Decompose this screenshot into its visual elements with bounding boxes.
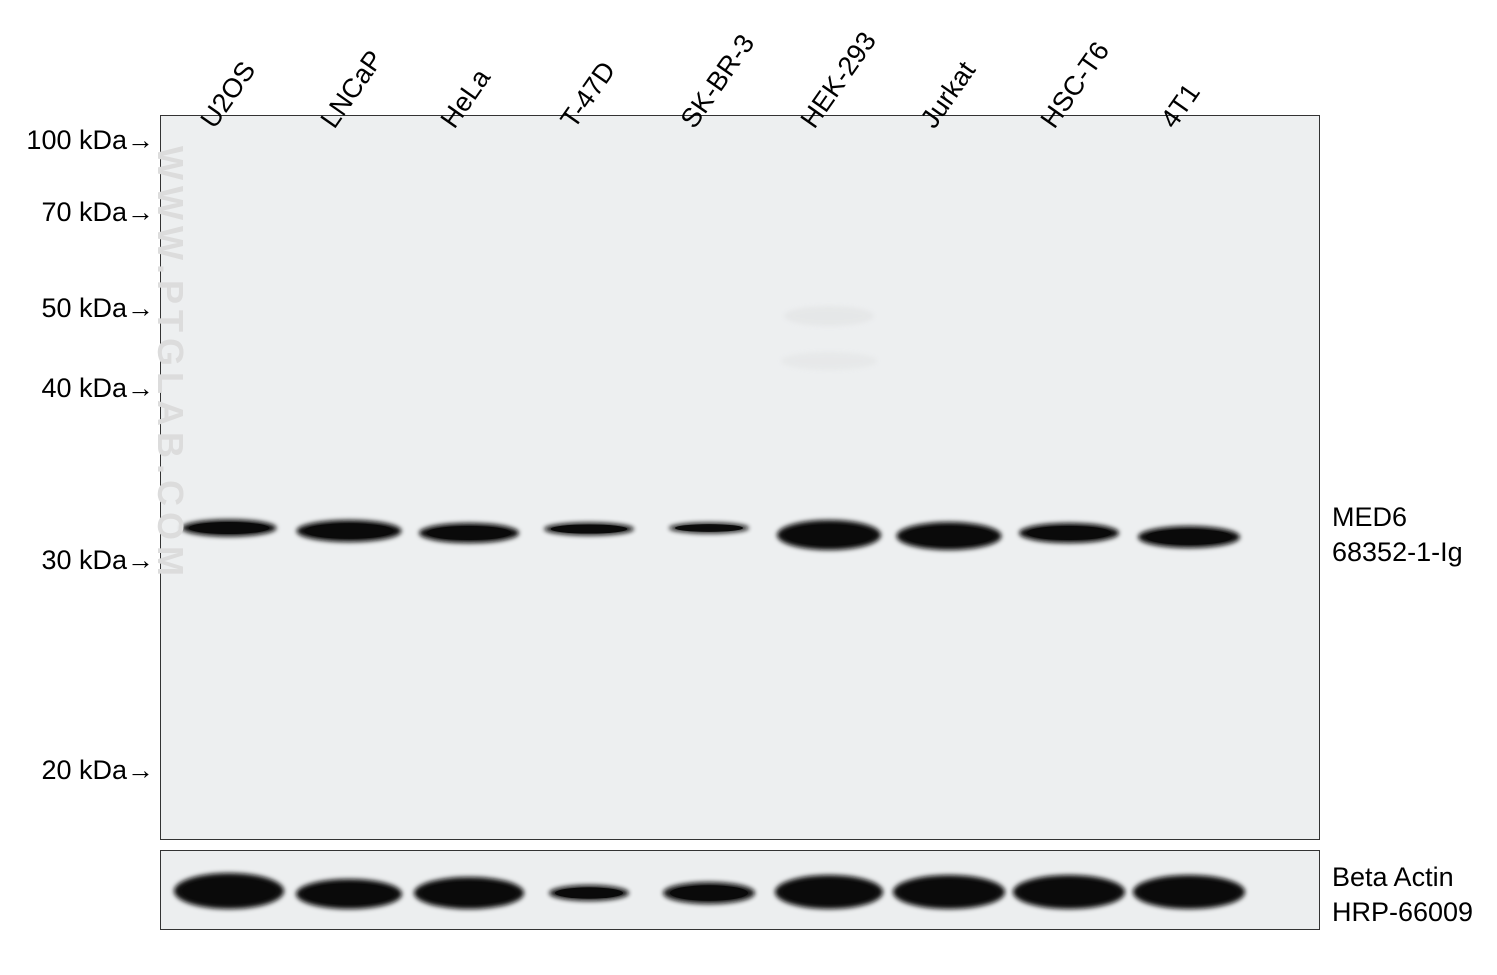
blot-band-core <box>783 880 875 904</box>
blot-band-core <box>555 887 623 898</box>
mw-marker: 30 kDa→ <box>41 545 154 576</box>
control-blot-panel <box>160 850 1320 930</box>
mw-marker: 40 kDa→ <box>41 373 154 404</box>
mw-marker-text: 30 kDa <box>41 545 127 575</box>
blot-band-core <box>901 880 996 904</box>
arrow-icon: → <box>127 545 154 575</box>
blot-band-core <box>1146 529 1233 544</box>
blot-band-core <box>304 884 394 905</box>
mw-marker: 70 kDa→ <box>41 197 154 228</box>
blot-band-core <box>189 522 270 534</box>
mw-marker-text: 70 kDa <box>41 197 127 227</box>
arrow-icon: → <box>127 373 154 403</box>
blot-band-core <box>1021 880 1116 904</box>
mw-marker-text: 40 kDa <box>41 373 127 403</box>
main-blot-panel: WWW.PTGLAB.COM <box>160 115 1320 840</box>
main-blot-svg <box>161 116 1321 841</box>
blot-band-core <box>182 878 276 903</box>
target-band-label: MED6 68352-1-Ig <box>1332 500 1463 570</box>
target-name: MED6 <box>1332 500 1463 535</box>
faint-band <box>784 306 874 326</box>
control-blot-svg <box>161 851 1321 931</box>
faint-band <box>781 352 877 370</box>
mw-marker: 50 kDa→ <box>41 293 154 324</box>
blot-band-core <box>427 526 512 540</box>
control-name: Beta Actin <box>1332 860 1473 895</box>
mw-marker-text: 20 kDa <box>41 755 127 785</box>
mw-marker: 20 kDa→ <box>41 755 154 786</box>
western-blot-figure: WWW.PTGLAB.COM U2OSLNCaPHeLaT-47DSK-BR-3… <box>0 0 1497 975</box>
control-band-label: Beta Actin HRP-66009 <box>1332 860 1473 930</box>
blot-band-core <box>785 525 873 546</box>
blot-band-core <box>422 882 516 904</box>
blot-band-core <box>1027 526 1112 540</box>
blot-band-core <box>1141 880 1236 904</box>
arrow-icon: → <box>127 755 154 785</box>
blot-band-core <box>670 885 748 900</box>
blot-band-core <box>675 524 743 532</box>
mw-marker-text: 50 kDa <box>41 293 127 323</box>
blot-band-core <box>904 526 993 546</box>
target-catalog: 68352-1-Ig <box>1332 535 1463 570</box>
arrow-icon: → <box>127 197 154 227</box>
control-catalog: HRP-66009 <box>1332 895 1473 930</box>
blot-band-core <box>551 524 628 533</box>
arrow-icon: → <box>127 125 154 155</box>
arrow-icon: → <box>127 293 154 323</box>
mw-marker: 100 kDa→ <box>26 125 154 156</box>
mw-marker-text: 100 kDa <box>26 125 127 155</box>
blot-band-core <box>304 523 393 538</box>
